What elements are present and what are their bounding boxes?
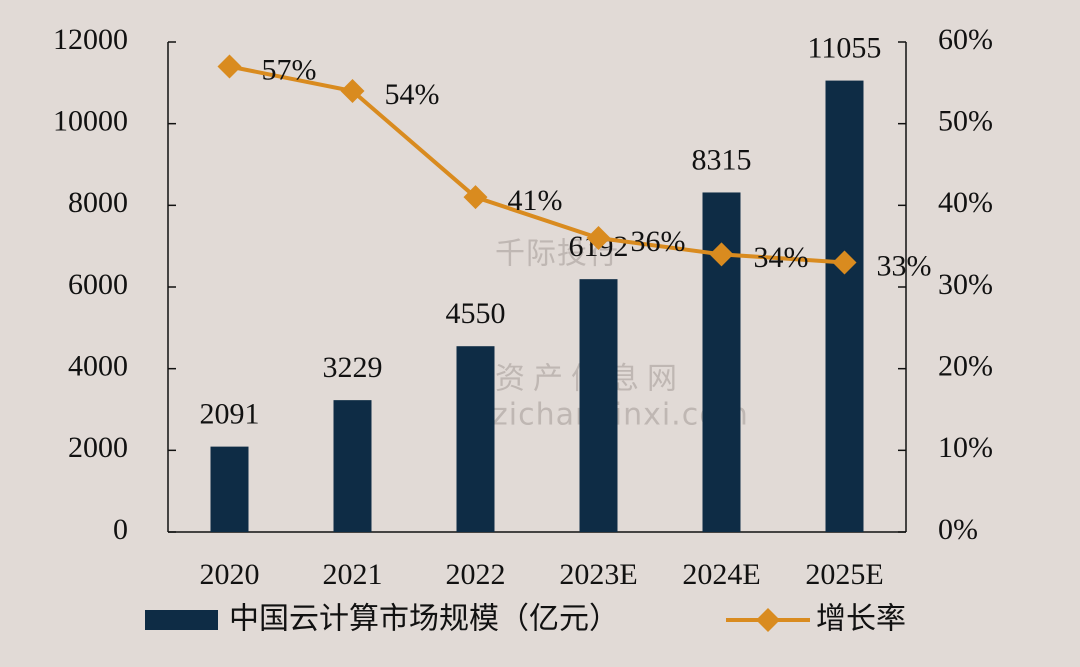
x-tick-label: 2024E — [682, 558, 760, 591]
line-value-label: 41% — [508, 184, 563, 217]
bar — [579, 279, 618, 532]
x-tick-label: 2021 — [323, 558, 383, 591]
legend-label: 增长率 — [816, 602, 906, 637]
x-tick-label: 2023E — [559, 558, 637, 591]
y-tick-label: 0 — [113, 513, 128, 546]
bar — [210, 446, 249, 532]
y2-tick-label: 60% — [938, 23, 993, 56]
y-tick-label: 12000 — [53, 23, 128, 56]
line-value-label: 33% — [877, 249, 932, 282]
bar-value-label: 11055 — [808, 31, 882, 64]
bar — [825, 80, 864, 533]
line-value-label: 34% — [754, 241, 809, 274]
x-tick-label: 2020 — [200, 558, 260, 591]
line-value-label: 36% — [631, 225, 686, 258]
bar-value-label: 8315 — [692, 143, 752, 176]
y2-tick-label: 0% — [938, 513, 978, 546]
bar-value-label: 3229 — [323, 351, 383, 384]
bar-value-label: 4550 — [446, 297, 506, 330]
line — [229, 64, 845, 265]
legend-marker — [756, 608, 780, 632]
bar — [333, 400, 372, 532]
line-marker — [463, 185, 488, 210]
y2-tick-label: 30% — [938, 268, 993, 301]
bar — [456, 346, 495, 532]
line-value-label: 57% — [262, 53, 317, 86]
x-tick-label: 2022 — [446, 558, 506, 591]
y-tick-label: 8000 — [68, 186, 128, 219]
legend-swatch — [145, 610, 218, 630]
y-tick-label: 4000 — [68, 350, 128, 383]
line-marker — [340, 79, 365, 103]
y2-tick-label: 20% — [938, 350, 993, 383]
y-tick-label: 2000 — [68, 431, 128, 464]
y-tick-label: 10000 — [53, 105, 128, 138]
x-tick-label: 2025E — [805, 558, 883, 591]
line-value-label: 54% — [385, 78, 440, 111]
y2-tick-label: 50% — [938, 105, 993, 138]
legend-label: 中国云计算市场规模（亿元） — [229, 602, 619, 637]
bar-value-label: 2091 — [200, 398, 260, 431]
line-marker — [709, 242, 734, 267]
y2-tick-label: 40% — [938, 186, 993, 219]
y2-tick-label: 10% — [938, 431, 993, 464]
y-tick-label: 6000 — [68, 268, 128, 301]
line-marker — [586, 226, 611, 250]
line-marker — [832, 250, 857, 275]
line-marker — [217, 54, 242, 79]
